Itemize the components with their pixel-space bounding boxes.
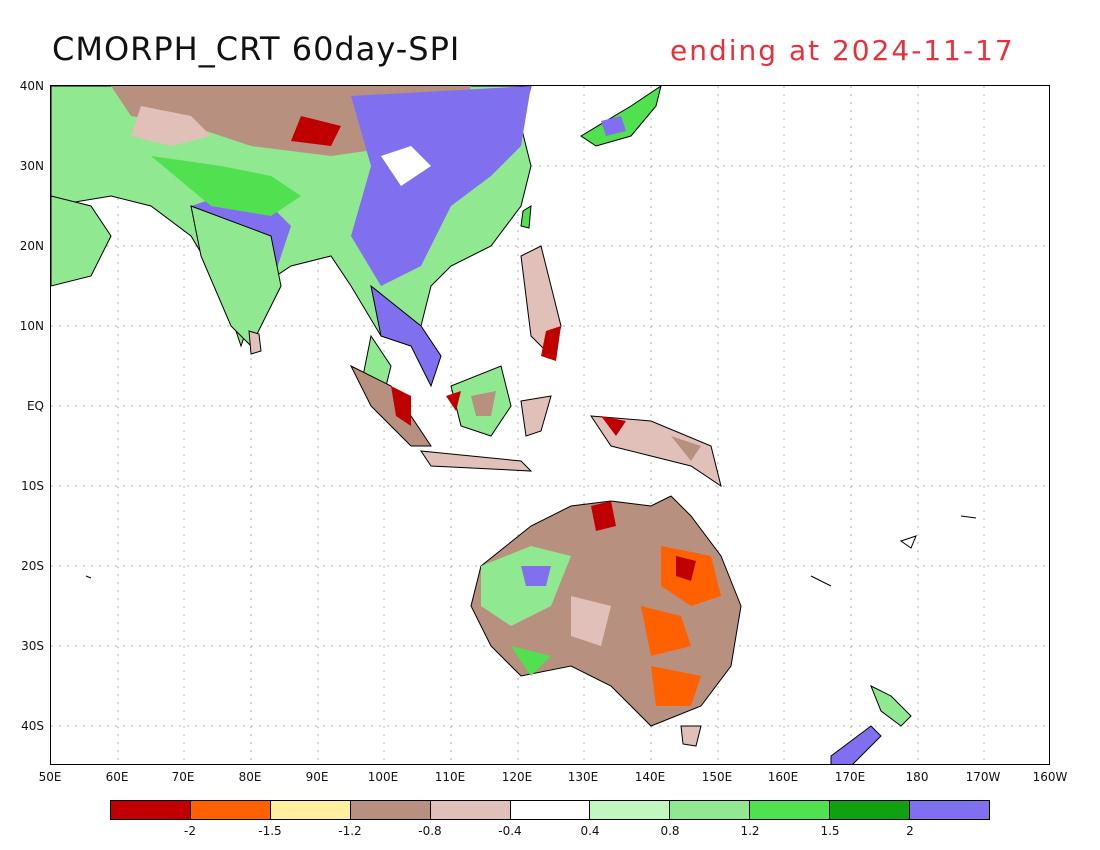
lon-label-140e: 140E xyxy=(634,770,666,784)
legend-label: 2 xyxy=(906,824,914,838)
lat-label-20s: 20S xyxy=(21,559,44,573)
lon-label-100e: 100E xyxy=(367,770,399,784)
new-zealand xyxy=(830,684,912,764)
southeast-asia xyxy=(349,205,562,472)
legend-label: 1.2 xyxy=(740,824,760,838)
japan xyxy=(580,86,662,147)
legend-label: -1.2 xyxy=(338,824,362,838)
lon-label-170e: 170E xyxy=(834,770,866,784)
legend-swatch xyxy=(750,801,831,819)
map-panel xyxy=(50,85,1050,765)
lat-label-40n: 40N xyxy=(19,79,44,93)
legend-swatch xyxy=(590,801,671,819)
map-date: ending at 2024-11-17 xyxy=(670,34,1015,67)
lon-label-160w: 160W xyxy=(1032,770,1068,784)
new-guinea xyxy=(590,415,722,488)
lat-label-20n: 20N xyxy=(19,239,44,253)
legend-label: -0.8 xyxy=(418,824,442,838)
lon-label-150e: 150E xyxy=(701,770,733,784)
legend-label: 0.8 xyxy=(660,824,680,838)
legend-swatch xyxy=(430,801,511,819)
legend-label: -1.5 xyxy=(258,824,282,838)
australia xyxy=(470,495,742,747)
legend-swatch xyxy=(510,801,591,819)
legend-colorbar xyxy=(110,800,990,820)
lon-label-70e: 70E xyxy=(171,770,195,784)
legend-swatch xyxy=(270,801,351,819)
lat-label-30s: 30S xyxy=(21,639,44,653)
lat-label-eq: EQ xyxy=(26,399,44,413)
lon-label-180: 180 xyxy=(905,770,929,784)
legend-swatch xyxy=(830,801,911,819)
asia-landmass xyxy=(51,86,532,355)
legend-label: -2 xyxy=(184,824,196,838)
legend-swatch xyxy=(670,801,751,819)
lat-label-10n: 10N xyxy=(19,319,44,333)
legend-label: 1.5 xyxy=(820,824,840,838)
legend-label: 0.4 xyxy=(580,824,600,838)
map-drawing xyxy=(51,86,1049,764)
lon-label-160e: 160E xyxy=(767,770,799,784)
lat-label-10s: 10S xyxy=(21,479,44,493)
legend-label: -0.4 xyxy=(498,824,522,838)
map-title: CMORPH_CRT 60day-SPI xyxy=(52,30,461,68)
lon-label-90e: 90E xyxy=(305,770,329,784)
lon-label-130e: 130E xyxy=(567,770,599,784)
legend-swatch xyxy=(910,801,989,819)
legend-swatch xyxy=(190,801,271,819)
lon-label-110e: 110E xyxy=(434,770,466,784)
pacific-islands xyxy=(85,515,977,587)
lon-label-120e: 120E xyxy=(501,770,533,784)
lon-label-170w: 170W xyxy=(965,770,1001,784)
lat-label-40s: 40S xyxy=(21,719,44,733)
legend-swatch xyxy=(111,801,191,819)
lat-label-30n: 30N xyxy=(19,159,44,173)
legend-swatch xyxy=(350,801,431,819)
lon-label-60e: 60E xyxy=(105,770,129,784)
lon-label-80e: 80E xyxy=(238,770,262,784)
lon-label-50e: 50E xyxy=(38,770,62,784)
